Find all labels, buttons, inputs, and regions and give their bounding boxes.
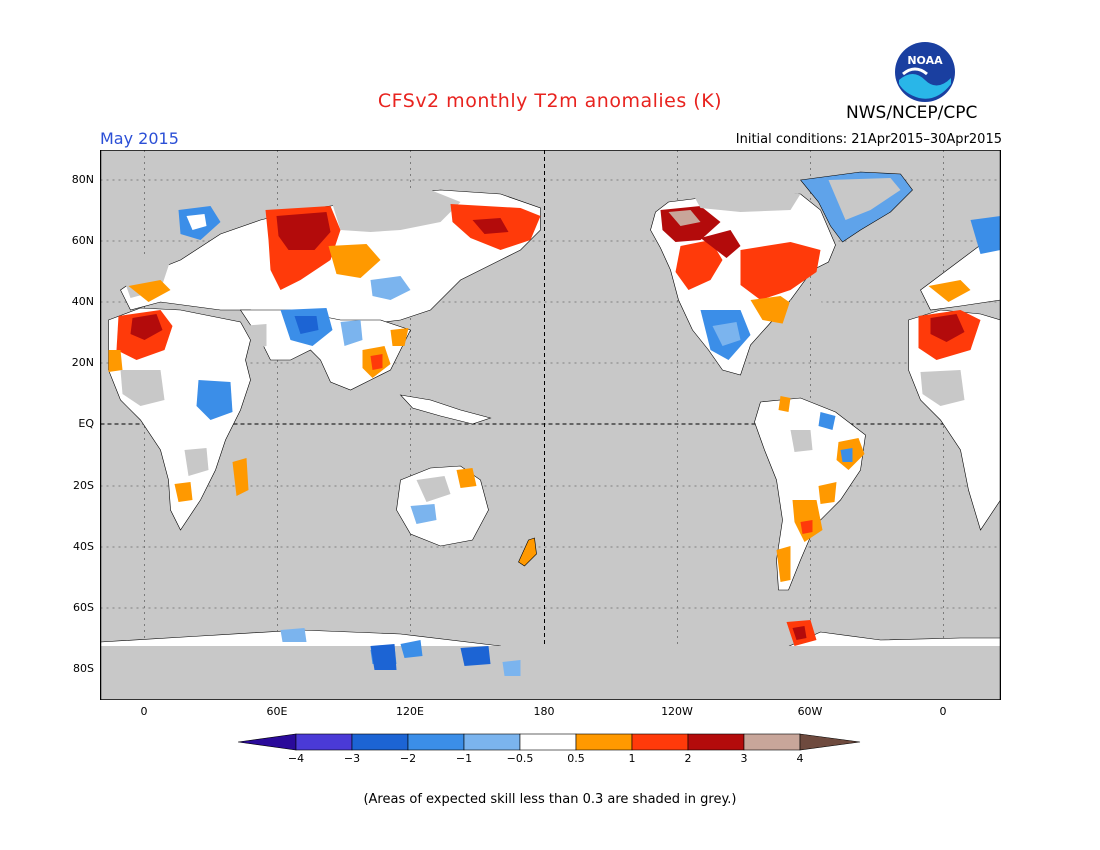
map-title: CFSv2 monthly T2m anomalies (K) <box>377 90 723 112</box>
colorbar-label-4: −1 <box>455 752 473 765</box>
land-south-america <box>754 397 866 591</box>
colorbar-label-2: −3 <box>343 752 361 765</box>
lon-tick-0-wrap: 0 <box>939 705 947 718</box>
colorbar-bin-4 <box>463 733 521 751</box>
colorbar-bin-9 <box>743 733 801 751</box>
colorbar-label-8: 2 <box>684 752 692 765</box>
land-africa <box>108 307 251 531</box>
logo-text: NOAA <box>907 54 943 67</box>
colorbar-arrow-high <box>799 733 861 751</box>
lat-tick-40s: 40S <box>73 540 94 553</box>
colorbar-bin-8 <box>687 733 745 751</box>
lat-tick-40n: 40N <box>71 295 94 308</box>
anomaly-map <box>100 150 1001 700</box>
lon-tick-0: 0 <box>140 705 148 718</box>
lat-tick-20n: 20N <box>71 356 94 369</box>
initial-conditions-label: Initial conditions: 21Apr2015–30Apr2015 <box>735 132 1002 147</box>
forecast-month: May 2015 <box>100 129 179 148</box>
colorbar-label-3: −2 <box>399 752 417 765</box>
lat-tick-eq: EQ <box>78 417 94 430</box>
lon-tick-120e: 120E <box>396 705 424 718</box>
lon-tick-60w: 60W <box>797 705 823 718</box>
lon-tick-180: 180 <box>533 705 555 718</box>
colorbar-label-10: 4 <box>796 752 804 765</box>
land-new-zealand <box>518 537 537 567</box>
colorbar-label-6: 0.5 <box>567 752 585 765</box>
organization-label: NWS/NCEP/CPC <box>846 103 978 123</box>
skill-footnote: (Areas of expected skill less than 0.3 a… <box>363 792 737 807</box>
lat-tick-60s: 60S <box>73 601 94 614</box>
land-africa-wrap <box>908 309 1001 531</box>
colorbar-bin-3 <box>407 733 465 751</box>
colorbar-label-1: −4 <box>287 752 305 765</box>
lat-tick-80n: 80N <box>71 173 94 186</box>
colorbar-bin-5 <box>519 733 577 751</box>
lat-tick-80s: 80S <box>73 662 94 675</box>
colorbar-label-9: 3 <box>740 752 748 765</box>
colorbar-bin-7 <box>631 733 689 751</box>
colorbar-bin-2 <box>351 733 409 751</box>
colorbar-bin-1 <box>295 733 353 751</box>
colorbar-bin-6 <box>575 733 633 751</box>
lat-tick-60n: 60N <box>71 234 94 247</box>
colorbar <box>238 733 861 751</box>
land-indonesia <box>399 394 492 425</box>
map-frame <box>100 150 1001 700</box>
colorbar-label-7: 1 <box>628 752 636 765</box>
colorbar-label-5: −0.5 <box>506 752 534 765</box>
colorbar-arrow-low <box>238 733 297 751</box>
lat-tick-20s: 20S <box>73 479 94 492</box>
noaa-logo: NOAA <box>895 42 955 102</box>
lon-tick-60e: 60E <box>266 705 288 718</box>
lon-tick-120w: 120W <box>661 705 693 718</box>
